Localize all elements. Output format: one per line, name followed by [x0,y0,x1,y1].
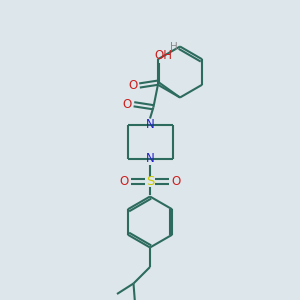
Text: N: N [146,118,154,131]
Text: O: O [123,98,132,111]
Text: O: O [128,79,137,92]
Text: N: N [146,152,154,166]
Text: O: O [119,175,128,188]
Text: OH: OH [154,49,172,62]
Text: O: O [172,175,181,188]
Text: H: H [170,42,178,52]
Text: S: S [146,175,154,188]
